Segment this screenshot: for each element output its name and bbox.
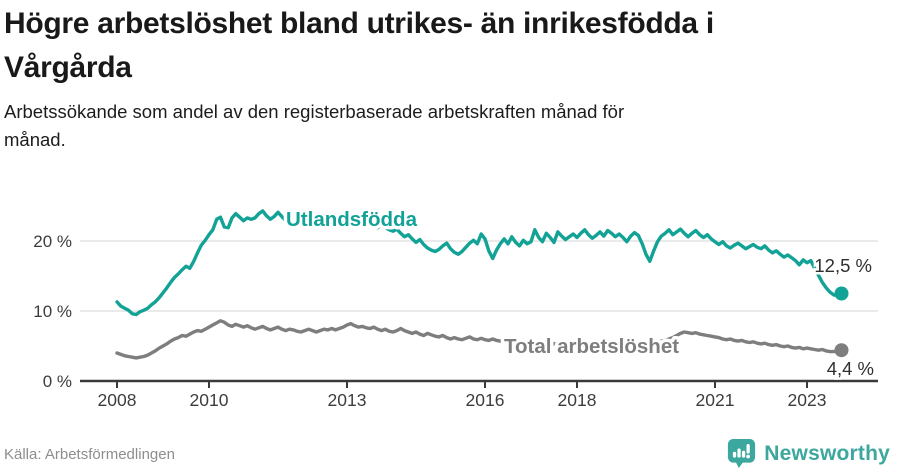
series-label-total: Total arbetslöshet: [504, 335, 679, 358]
x-tick-label: 2013: [328, 390, 367, 410]
page-subtitle: Arbetssökande som andel av den registerb…: [4, 101, 625, 150]
x-tick-label: 2016: [466, 390, 505, 410]
end-dot-total: [834, 343, 849, 358]
end-value-label-utlandsfodda: 12,5 %: [814, 255, 872, 276]
y-tick-label: 20 %: [33, 232, 72, 251]
x-tick-label: 2018: [558, 390, 597, 410]
x-tick-label: 2010: [190, 390, 229, 410]
x-tick-label: 2021: [696, 390, 735, 410]
y-tick-label: 0 %: [43, 372, 72, 391]
page-title: Högre arbetslöshet bland utrikes- än inr…: [4, 7, 714, 84]
y-tick-label: 10 %: [33, 302, 72, 321]
series-label-utlandsfodda: Utlandsfödda: [286, 208, 418, 231]
x-tick-label: 2008: [98, 390, 137, 410]
x-tick-label: 2023: [788, 390, 827, 410]
newsworthy-bubble-chart-icon: [728, 439, 756, 468]
newsworthy-logo[interactable]: Newsworthy: [727, 438, 890, 469]
end-dot-utlandsfodda: [834, 286, 849, 301]
series-line-total: [115, 319, 844, 360]
newsworthy-wordmark: Newsworthy: [764, 441, 890, 465]
end-value-label-total: 4,4 %: [827, 358, 874, 379]
source-note: Källa: Arbetsförmedlingen: [4, 446, 175, 463]
series-line-utlandsfodda: [115, 209, 844, 317]
unemployment-line-chart: 0 % 10 % 20 % 2008 2010 2013 2016 2018 2021 2023 U…: [33, 208, 878, 410]
